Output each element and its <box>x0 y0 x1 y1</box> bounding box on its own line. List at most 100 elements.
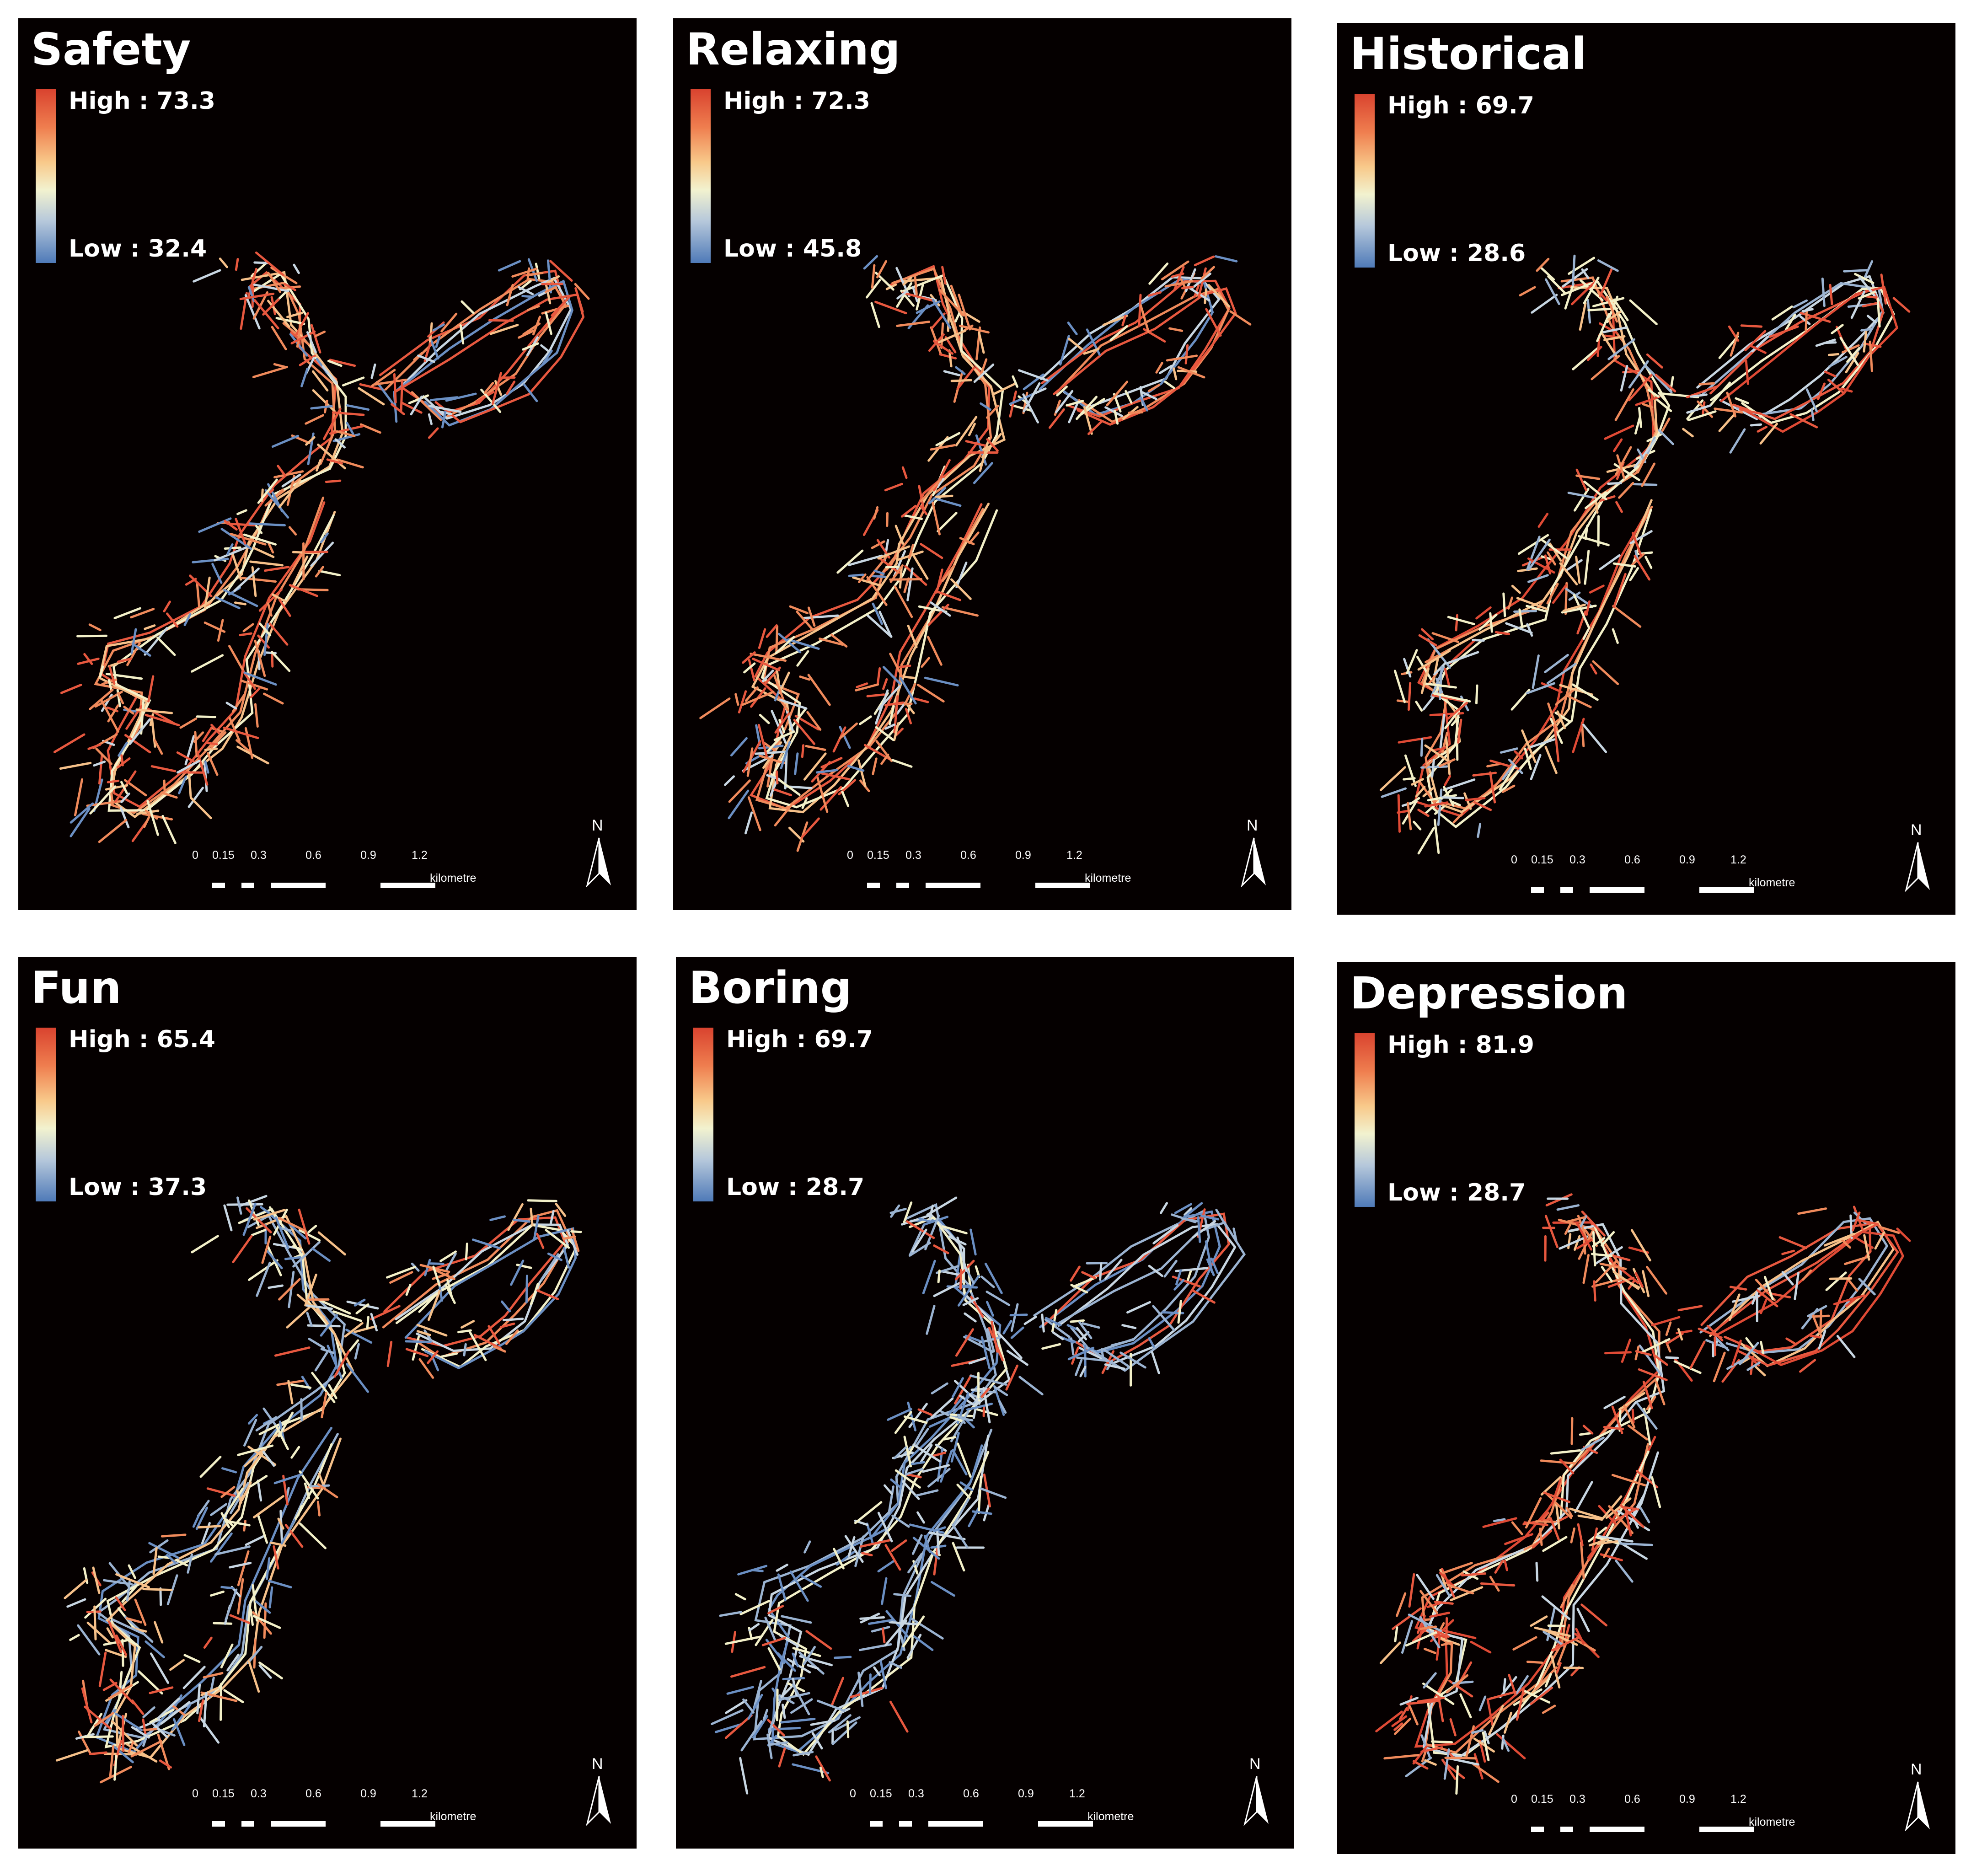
scale-tick-label: 0.6 <box>305 849 321 862</box>
panel-title: Safety <box>31 24 191 75</box>
scale-tick-label: 0.15 <box>867 849 889 862</box>
north-label: N <box>1911 1761 1922 1778</box>
scale-unit-label: kilometre <box>430 872 477 884</box>
scale-bar: 0 0.15 0.3 0.6 0.9 1.2 kilometre <box>192 850 512 891</box>
north-label: N <box>1249 1755 1261 1773</box>
scale-tick-label: 0.6 <box>960 849 976 862</box>
legend-color-ramp <box>1355 1033 1375 1207</box>
map-panel-boring: Boring High : 69.7 Low : 28.7 0 0.15 0.3 0.… <box>676 957 1294 1849</box>
north-arrow-icon <box>1905 1781 1930 1831</box>
scale-segments <box>212 883 435 888</box>
north-arrow: N <box>581 818 617 891</box>
legend-color-ramp <box>1355 94 1375 268</box>
street-network-map <box>53 252 590 844</box>
legend-low-label: Low : 28.7 <box>726 1174 865 1201</box>
scale-bar: 0 0.15 0.3 0.6 0.9 1.2 kilometre <box>1511 854 1831 895</box>
legend-color-ramp <box>36 89 56 263</box>
north-arrow-icon <box>1243 1776 1269 1826</box>
scale-tick-label: 0 <box>192 1787 198 1800</box>
legend-low-label: Low : 32.4 <box>69 235 207 263</box>
scale-bar: 0 0.15 0.3 0.6 0.9 1.2 kilometre <box>1511 1794 1831 1835</box>
legend-color-ramp <box>36 1028 56 1201</box>
scale-tick-label: 0 <box>850 1787 856 1800</box>
north-arrow: N <box>1900 822 1936 895</box>
scale-tick-label: 0.6 <box>1624 1793 1640 1806</box>
map-panel-fun: Fun High : 65.4 Low : 37.3 0 0.15 0.3 0.6 0.… <box>18 957 637 1849</box>
legend-color-ramp <box>691 89 711 263</box>
scale-tick-label: 0.9 <box>1018 1787 1034 1800</box>
scale-unit-label: kilometre <box>1085 872 1131 884</box>
scale-tick-label: 0.15 <box>1531 853 1553 866</box>
north-arrow-icon <box>1241 837 1266 887</box>
north-label: N <box>592 1755 603 1773</box>
scale-bar: 0 0.15 0.3 0.6 0.9 1.2 kilometre <box>847 850 1167 891</box>
scale-segments <box>1531 1827 1754 1832</box>
scale-tick-label: 0.3 <box>1569 853 1585 866</box>
scale-unit-label: kilometre <box>1087 1810 1134 1823</box>
scale-unit-label: kilometre <box>430 1810 477 1823</box>
scale-tick-label: 0 <box>847 849 853 862</box>
legend-low-label: Low : 28.6 <box>1387 240 1526 267</box>
scale-tick-label: 0.9 <box>360 1787 376 1800</box>
map-panel-safety: Safety High : 73.3 Low : 32.4 0 0.15 0.3 0.… <box>18 18 637 910</box>
scale-tick-label: 0.3 <box>1569 1793 1585 1806</box>
scale-tick-label: 0.9 <box>1679 1793 1695 1806</box>
scale-tick-label: 0.6 <box>1624 853 1640 866</box>
map-panel-historical: Historical High : 69.7 Low : 28.6 0 0.15 0… <box>1337 23 1955 915</box>
scale-tick-label: 0.9 <box>1679 853 1695 866</box>
scale-tick-label: 0.15 <box>212 1787 235 1800</box>
legend-high-label: High : 69.7 <box>1387 92 1534 119</box>
scale-tick-label: 0 <box>1511 1793 1517 1806</box>
panel-title: Depression <box>1350 968 1628 1019</box>
north-arrow: N <box>1900 1762 1936 1835</box>
scale-tick-label: 0.15 <box>212 849 235 862</box>
scale-bar: 0 0.15 0.3 0.6 0.9 1.2 kilometre <box>192 1788 512 1829</box>
scale-tick-label: 1.2 <box>1730 853 1746 866</box>
legend-high-label: High : 73.3 <box>69 87 215 115</box>
scale-tick-label: 0 <box>1511 853 1517 866</box>
north-arrow: N <box>581 1756 617 1829</box>
scale-tick-label: 1.2 <box>1066 849 1082 862</box>
scale-tick-label: 0.9 <box>360 849 376 862</box>
scale-tick-label: 0.15 <box>1531 1793 1553 1806</box>
scale-tick-label: 0.6 <box>305 1787 321 1800</box>
map-panel-relaxing: Relaxing High : 72.3 Low : 45.8 0 0.15 0.3… <box>673 18 1291 910</box>
scale-segments <box>867 883 1090 888</box>
north-arrow-icon <box>1905 842 1930 892</box>
scale-segments <box>1531 887 1754 893</box>
scale-segments <box>870 1821 1093 1827</box>
panel-title: Fun <box>31 962 122 1013</box>
north-arrow: N <box>1236 818 1272 891</box>
north-label: N <box>592 817 603 834</box>
scale-segments <box>212 1821 435 1827</box>
street-network-map <box>1379 254 1911 855</box>
legend-low-label: Low : 37.3 <box>69 1174 207 1201</box>
street-network-map <box>699 255 1252 852</box>
scale-unit-label: kilometre <box>1749 1816 1795 1828</box>
scale-tick-label: 0.15 <box>870 1787 892 1800</box>
scale-tick-label: 1.2 <box>412 849 428 862</box>
north-arrow-icon <box>586 1776 611 1826</box>
legend-low-label: Low : 28.7 <box>1387 1179 1526 1206</box>
panel-title: Relaxing <box>686 24 900 75</box>
legend-high-label: High : 65.4 <box>69 1026 215 1053</box>
legend-high-label: High : 81.9 <box>1387 1031 1534 1059</box>
street-network-map <box>711 1196 1246 1795</box>
map-panel-depression: Depression High : 81.9 Low : 28.7 0 0.15 0… <box>1337 962 1955 1854</box>
north-arrow: N <box>1238 1756 1275 1829</box>
panel-title: Historical <box>1350 28 1587 80</box>
legend-high-label: High : 69.7 <box>726 1026 873 1053</box>
scale-bar: 0 0.15 0.3 0.6 0.9 1.2 kilometre <box>850 1788 1170 1829</box>
north-label: N <box>1911 821 1922 839</box>
scale-tick-label: 1.2 <box>412 1787 428 1800</box>
scale-tick-label: 0 <box>192 849 198 862</box>
panel-title: Boring <box>689 962 852 1013</box>
scale-tick-label: 0.6 <box>963 1787 979 1800</box>
legend-color-ramp <box>693 1028 713 1201</box>
street-network-map <box>55 1195 582 1784</box>
scale-tick-label: 1.2 <box>1069 1787 1085 1800</box>
legend-high-label: High : 72.3 <box>723 87 870 115</box>
north-label: N <box>1247 817 1258 834</box>
scale-tick-label: 0.3 <box>908 1787 924 1800</box>
street-network-map <box>1375 1193 1911 1795</box>
